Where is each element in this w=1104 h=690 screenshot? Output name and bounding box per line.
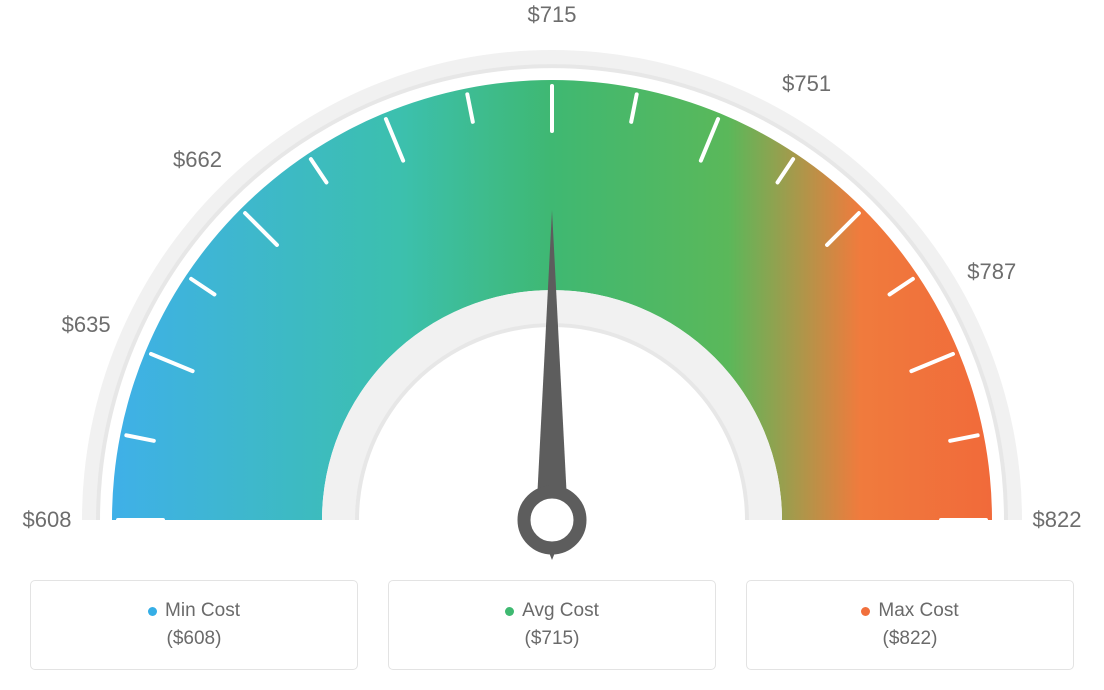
gauge-tick-label: $787: [967, 259, 1016, 285]
gauge-tick-label: $715: [528, 2, 577, 28]
dot-icon: [861, 607, 870, 616]
legend-avg-label: Avg Cost: [522, 600, 599, 622]
gauge-chart: $608 $635 $662 $715 $751 $787 $822: [0, 0, 1104, 560]
gauge-tick-label: $608: [23, 507, 72, 533]
legend-min-header: Min Cost: [148, 600, 240, 622]
legend-row: Min Cost ($608) Avg Cost ($715) Max Cost…: [30, 580, 1074, 670]
legend-avg-value: ($715): [525, 628, 580, 650]
gauge-tick-label: $662: [173, 147, 222, 173]
legend-min-value: ($608): [167, 628, 222, 650]
legend-min-label: Min Cost: [165, 600, 240, 622]
dot-icon: [148, 607, 157, 616]
legend-card-max: Max Cost ($822): [746, 580, 1074, 670]
legend-max-header: Max Cost: [861, 600, 958, 622]
gauge-tick-label: $822: [1033, 507, 1082, 533]
dot-icon: [505, 607, 514, 616]
legend-avg-header: Avg Cost: [505, 600, 599, 622]
legend-max-label: Max Cost: [878, 600, 958, 622]
legend-max-value: ($822): [883, 628, 938, 650]
gauge-tick-label: $635: [62, 312, 111, 338]
legend-card-min: Min Cost ($608): [30, 580, 358, 670]
chart-container: $608 $635 $662 $715 $751 $787 $822 Min Cost ($…: [0, 0, 1104, 690]
gauge-tick-label: $751: [782, 71, 831, 97]
legend-card-avg: Avg Cost ($715): [388, 580, 716, 670]
